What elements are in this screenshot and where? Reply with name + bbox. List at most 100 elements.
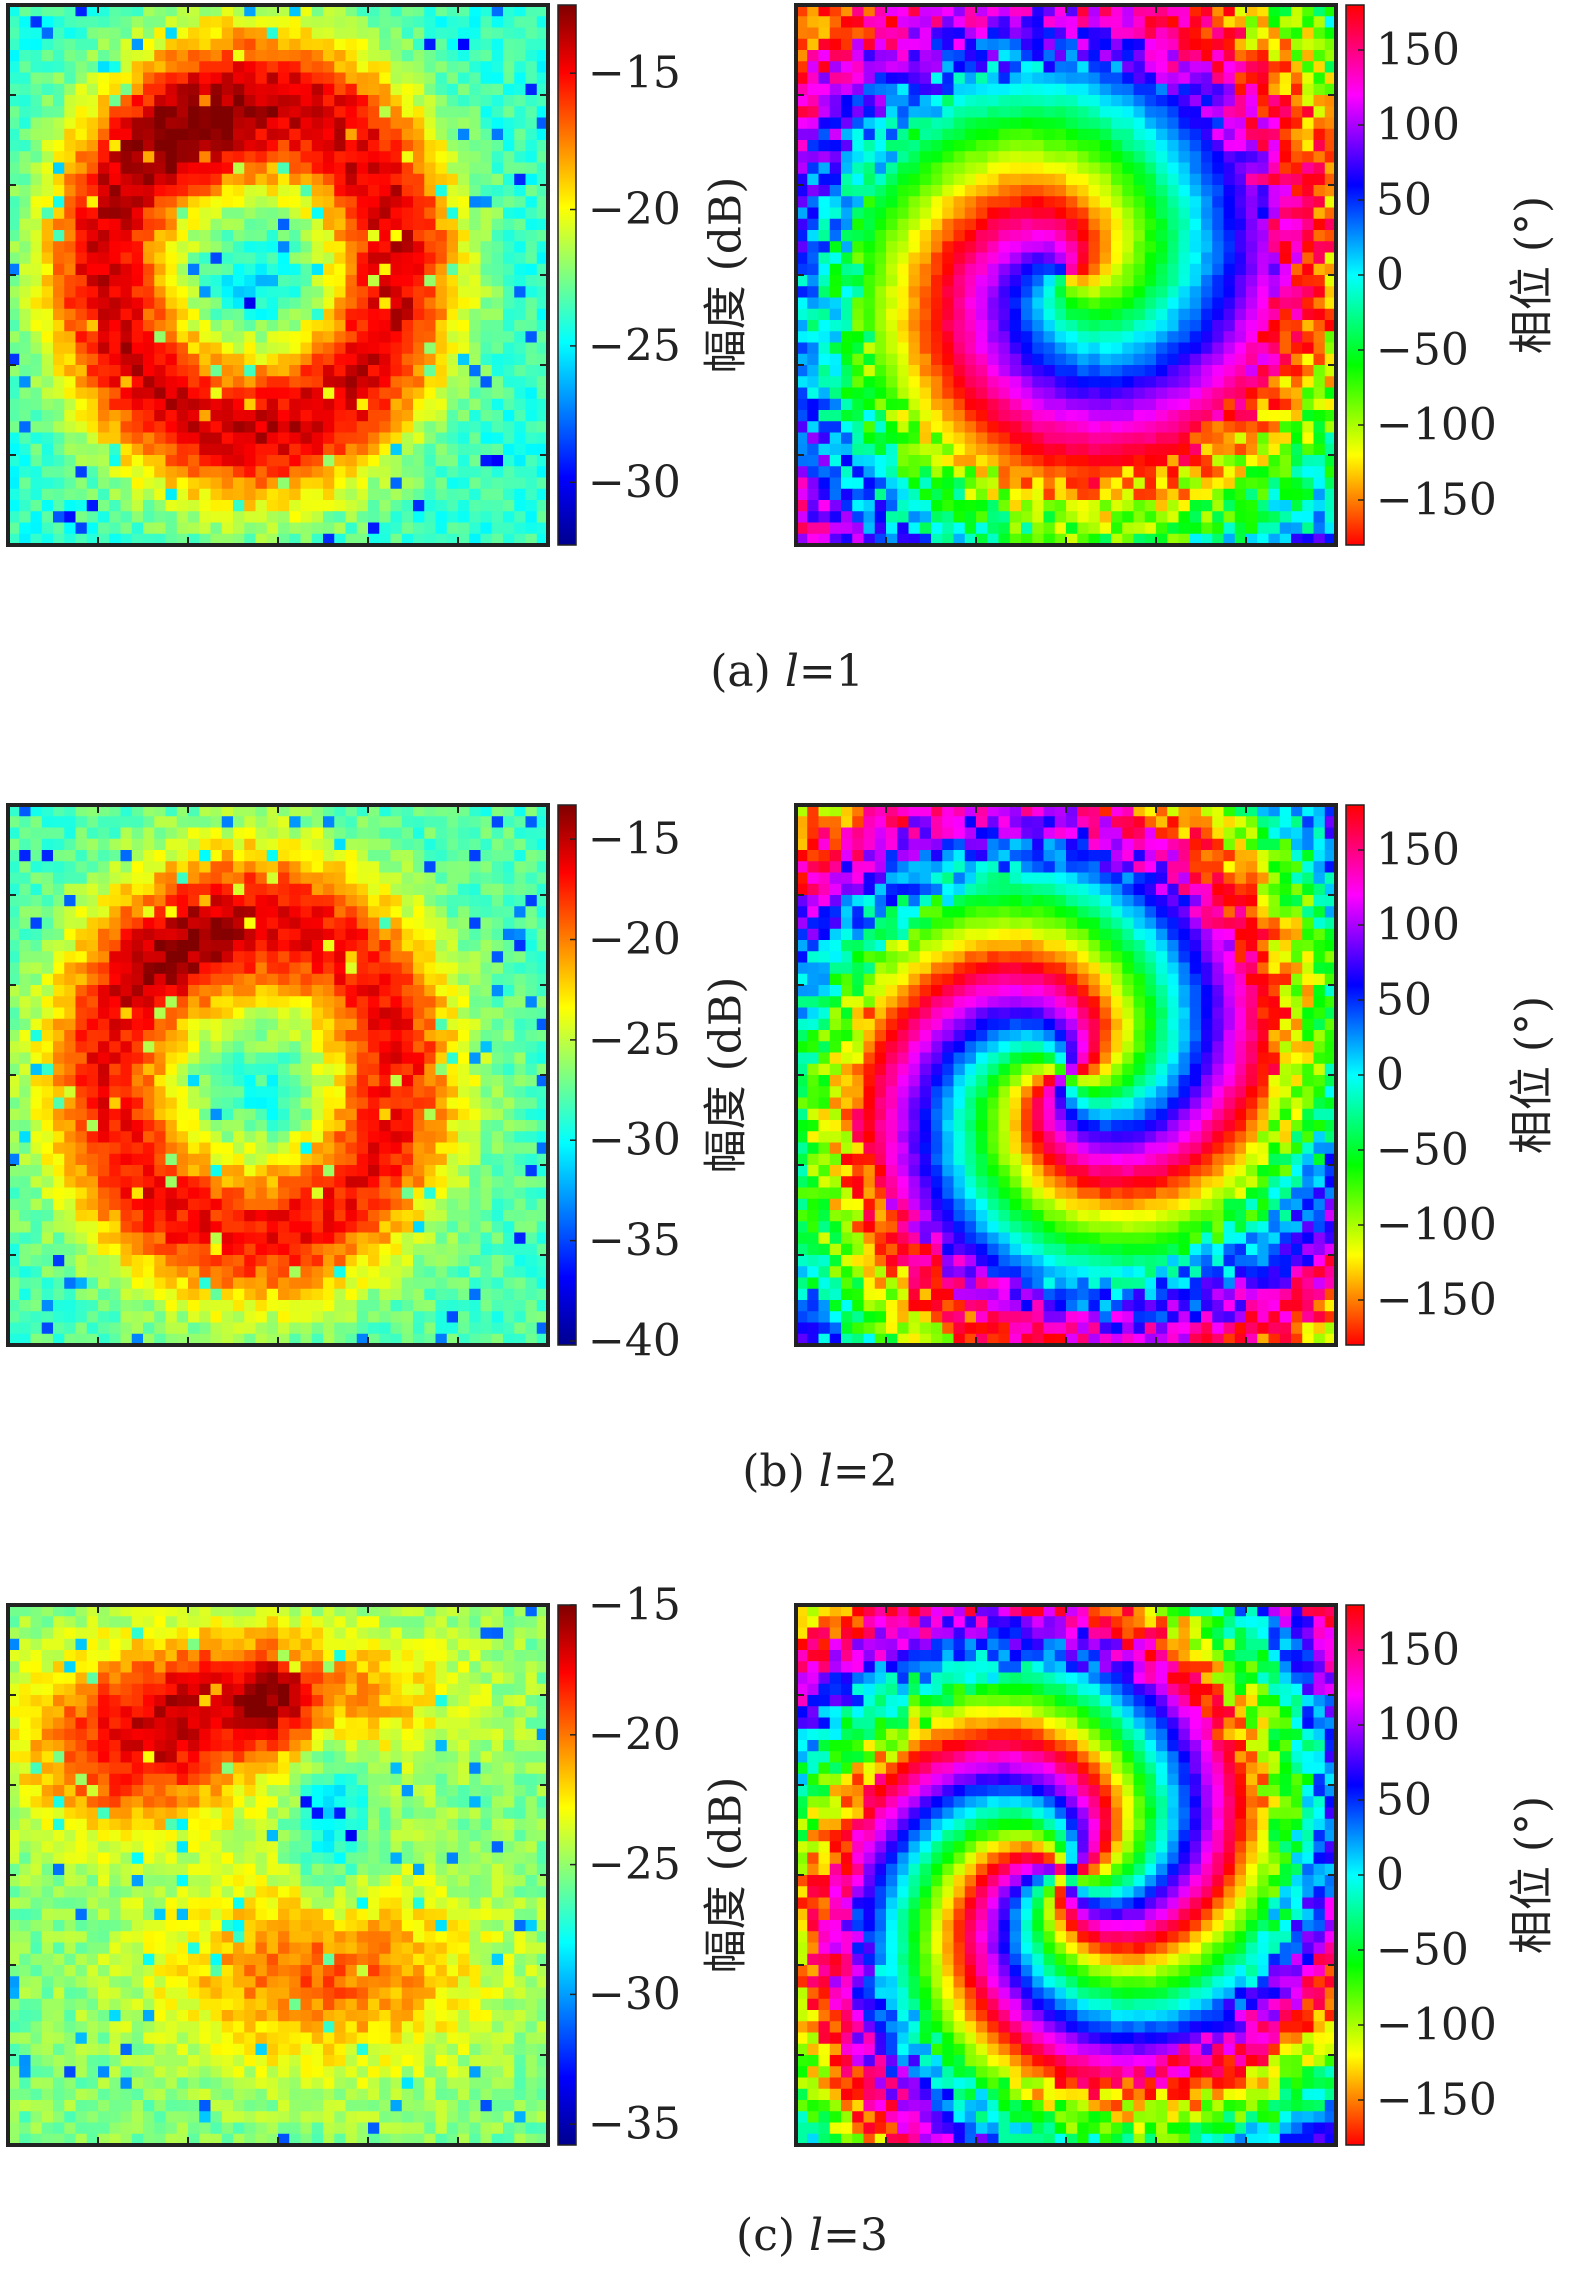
heatmap-cell — [75, 816, 88, 829]
heatmap-cell — [345, 443, 358, 456]
heatmap-cell — [75, 196, 88, 209]
heatmap-cell — [931, 207, 943, 220]
heatmap-cell — [1088, 308, 1101, 321]
heatmap-cell — [379, 61, 392, 74]
heatmap-cell — [311, 117, 324, 130]
heatmap-cell — [1122, 455, 1135, 467]
heatmap-cell — [525, 861, 538, 874]
heatmap-cell — [953, 421, 966, 434]
heatmap-cell — [1257, 196, 1270, 209]
heatmap-cell — [1313, 106, 1326, 119]
heatmap-cell — [41, 872, 54, 885]
heatmap-cell — [1212, 477, 1225, 490]
heatmap-cell — [807, 331, 820, 344]
heatmap-cell — [165, 252, 178, 265]
heatmap-cell — [30, 365, 43, 377]
heatmap-cell — [525, 850, 538, 862]
heatmap-cell — [86, 477, 99, 490]
heatmap-cell — [863, 151, 876, 164]
heatmap-cell — [525, 443, 538, 456]
heatmap-cell — [1246, 331, 1258, 344]
heatmap-cell — [221, 286, 234, 299]
heatmap-cell — [1201, 320, 1213, 332]
heatmap-cell — [401, 410, 414, 422]
heatmap-cell — [1201, 511, 1213, 524]
heatmap-cell — [1223, 320, 1236, 332]
heatmap-cell — [1223, 331, 1236, 344]
heatmap-cell — [41, 320, 54, 332]
heatmap-cell — [75, 50, 88, 62]
heatmap-cell — [446, 376, 459, 389]
heatmap-cell — [53, 162, 65, 175]
heatmap-cell — [1167, 140, 1180, 152]
heatmap-cell — [1234, 95, 1247, 107]
heatmap-cell — [356, 861, 369, 874]
heatmap-cell — [334, 16, 347, 29]
heatmap-cell — [503, 241, 515, 254]
heatmap-cell — [1279, 72, 1292, 85]
heatmap-cell — [886, 185, 898, 197]
heatmap-cell — [1043, 61, 1056, 74]
heatmap-cell — [165, 522, 178, 535]
heatmap-cell — [311, 218, 324, 231]
heatmap-cell — [30, 850, 43, 862]
heatmap-cell — [98, 872, 110, 885]
heatmap-cell — [503, 511, 515, 524]
heatmap-cell — [1291, 106, 1303, 119]
heatmap-cell — [1246, 207, 1258, 220]
heatmap-cell — [424, 252, 437, 265]
heatmap-cell — [323, 827, 335, 840]
heatmap-cell — [1257, 38, 1270, 51]
heatmap-cell — [266, 297, 279, 310]
heatmap-cell — [976, 5, 988, 17]
heatmap-cell — [323, 128, 335, 141]
heatmap-cell — [976, 500, 988, 512]
heatmap-cell — [278, 196, 290, 209]
heatmap-cell — [109, 207, 122, 220]
heatmap-cell — [525, 275, 538, 287]
heatmap-cell — [1257, 95, 1270, 107]
heatmap-cell — [345, 50, 358, 62]
heatmap-cell — [1279, 376, 1292, 389]
heatmap-cell — [953, 50, 966, 62]
heatmap-cell — [874, 117, 887, 130]
heatmap-cell — [390, 398, 403, 411]
heatmap-cell — [86, 128, 99, 141]
heatmap-cell — [1043, 365, 1056, 377]
heatmap-cell — [41, 522, 54, 535]
heatmap-cell — [1291, 83, 1303, 96]
heatmap-cell — [1268, 252, 1281, 265]
heatmap-cell — [1189, 488, 1202, 501]
heatmap-cell — [998, 376, 1011, 389]
heatmap-cell — [1302, 286, 1315, 299]
heatmap-cell — [300, 27, 313, 40]
heatmap-cell — [841, 117, 853, 130]
heatmap-cell — [964, 196, 977, 209]
heatmap-cell — [874, 275, 887, 287]
heatmap-cell — [154, 50, 167, 62]
heatmap-cell — [356, 511, 369, 524]
heatmap-cell — [41, 387, 54, 400]
heatmap-cell — [807, 196, 820, 209]
heatmap-cell — [210, 455, 223, 467]
heatmap-cell — [1054, 16, 1067, 29]
heatmap-cell — [300, 218, 313, 231]
heatmap-cell — [255, 511, 268, 524]
heatmap-cell — [233, 308, 245, 321]
heatmap-cell — [255, 106, 268, 119]
heatmap-cell — [953, 297, 966, 310]
heatmap-cell — [368, 38, 380, 51]
heatmap-cell — [1111, 241, 1123, 254]
heatmap-cell — [300, 308, 313, 321]
heatmap-cell — [356, 533, 369, 546]
heatmap-cell — [8, 61, 20, 74]
heatmap-cell — [818, 218, 831, 231]
heatmap-cell — [1223, 488, 1236, 501]
heatmap-cell — [1201, 477, 1213, 490]
heatmap-cell — [368, 128, 380, 141]
heatmap-cell — [469, 50, 482, 62]
heatmap-cell — [435, 477, 448, 490]
heatmap-cell — [796, 95, 808, 107]
heatmap-cell — [1178, 477, 1191, 490]
heatmap-cell — [514, 50, 527, 62]
